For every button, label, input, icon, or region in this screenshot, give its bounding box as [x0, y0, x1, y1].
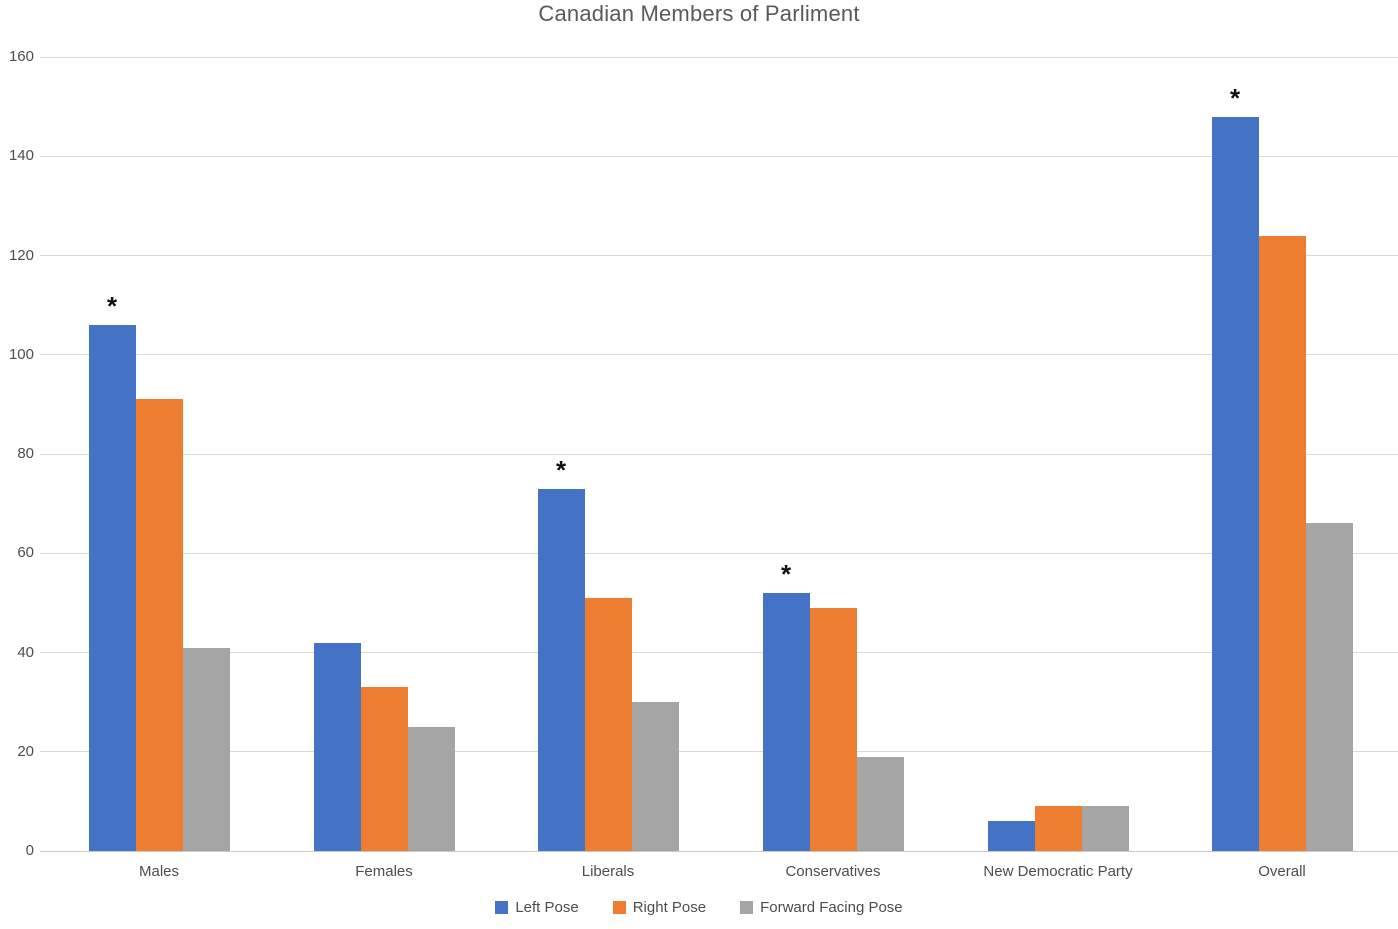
y-tick-label-0: 0 — [25, 842, 34, 859]
bar-right-pose-new-democratic-party — [1034, 806, 1082, 851]
x-category-label-males: Males — [138, 863, 179, 880]
y-tick-label-20: 20 — [17, 742, 34, 760]
chart-title: Canadian Members of Parliment — [538, 1, 860, 26]
bar-left-pose-overall — [1211, 116, 1259, 851]
y-tick-label-40: 40 — [17, 643, 34, 661]
bar-forward-facing-pose-new-democratic-party — [1081, 806, 1129, 851]
x-category-label-new-democratic-party: New Democratic Party — [983, 863, 1133, 880]
significance-asterisk-liberals: * — [555, 454, 567, 485]
significance-asterisk-males: * — [106, 290, 118, 321]
significance-asterisk-overall: * — [1229, 82, 1241, 113]
legend-item-left-pose: Left Pose — [495, 899, 579, 916]
bar-left-pose-males — [88, 324, 136, 851]
legend-item-forward-facing-pose: Forward Facing Pose — [740, 899, 903, 916]
gridline-80 — [40, 453, 1398, 455]
gridline-140 — [40, 155, 1398, 157]
x-category-label-conservatives: Conservatives — [785, 863, 881, 880]
bar-right-pose-overall — [1258, 235, 1306, 851]
y-tick-label-120: 120 — [8, 246, 34, 264]
bar-left-pose-liberals — [537, 488, 585, 851]
bar-left-pose-new-democratic-party — [987, 821, 1035, 851]
gridline-20 — [40, 751, 1398, 753]
bar-right-pose-liberals — [584, 597, 632, 851]
gridline-120 — [40, 255, 1398, 256]
legend-label: Forward Facing Pose — [760, 899, 903, 916]
bar-forward-facing-pose-females — [407, 726, 455, 851]
bar-forward-facing-pose-overall — [1305, 523, 1353, 851]
bar-right-pose-males — [135, 399, 183, 851]
y-tick-label-160: 160 — [8, 48, 34, 65]
gridline-160 — [40, 56, 1398, 58]
bar-right-pose-females — [360, 687, 408, 851]
legend-label: Left Pose — [515, 899, 579, 916]
x-category-label-females: Females — [355, 863, 413, 880]
legend-marker-icon — [495, 901, 509, 914]
gridline-100 — [40, 354, 1398, 356]
legend-label: Right Pose — [632, 899, 707, 916]
y-tick-label-80: 80 — [17, 445, 34, 462]
bar-left-pose-conservatives — [762, 592, 810, 851]
legend-item-right-pose: Right Pose — [612, 899, 707, 916]
bar-forward-facing-pose-conservatives — [856, 756, 904, 851]
legend: Left Pose Right Pose Forward Facing Pose — [0, 899, 1398, 916]
bar-left-pose-females — [313, 642, 361, 851]
y-tick-label-140: 140 — [8, 147, 34, 165]
legend-marker-icon — [612, 901, 626, 914]
legend-marker-icon — [740, 901, 754, 914]
gridline-60 — [40, 552, 1398, 554]
bar-right-pose-conservatives — [809, 607, 857, 851]
y-tick-label-100: 100 — [8, 345, 34, 363]
gridline-0 — [40, 850, 1398, 852]
gridline-40 — [40, 652, 1398, 653]
x-category-label-liberals: Liberals — [581, 863, 635, 880]
bar-forward-facing-pose-liberals — [631, 702, 679, 851]
significance-asterisk-conservatives: * — [780, 558, 792, 589]
x-category-label-overall: Overall — [1258, 863, 1306, 880]
bar-forward-facing-pose-males — [182, 647, 230, 851]
y-tick-label-60: 60 — [17, 544, 34, 562]
